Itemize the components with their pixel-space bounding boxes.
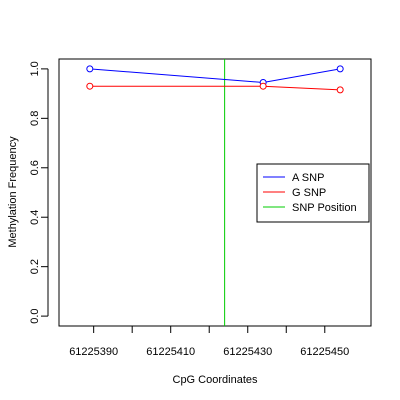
x-axis: 61225390 61225410 61225430 61225450 <box>69 325 349 358</box>
x-axis-title: CpG Coordinates <box>173 374 258 386</box>
legend-label-a-snp: A SNP <box>292 172 324 184</box>
legend: A SNP G SNP SNP Position <box>256 163 370 223</box>
y-tick-label: 0.0 <box>29 308 41 323</box>
legend-label-snp-position: SNP Position <box>292 202 357 214</box>
y-tick-label: 0.8 <box>29 111 41 126</box>
x-tick-label: 61225430 <box>223 346 272 358</box>
y-axis-title: Methylation Frequency <box>7 136 19 248</box>
g-snp-point <box>336 86 344 94</box>
a-snp-point <box>86 65 94 73</box>
g-snp-point <box>259 82 267 90</box>
x-tick-label: 61225410 <box>146 346 195 358</box>
y-tick-label: 0.2 <box>29 259 41 274</box>
legend-label-g-snp: G SNP <box>292 187 326 199</box>
x-tick-label: 61225390 <box>69 346 118 358</box>
legend-box <box>256 163 370 223</box>
y-tick-label: 0.4 <box>29 210 41 225</box>
x-tick-label: 61225450 <box>300 346 349 358</box>
a-snp-point <box>336 65 344 73</box>
y-tick-label: 0.6 <box>29 160 41 175</box>
series-layer <box>86 65 344 94</box>
g-snp-point <box>86 82 94 90</box>
y-tick-label: 1.0 <box>29 61 41 76</box>
g-snp-line <box>89 85 341 91</box>
y-axis: 0.0 0.2 0.4 0.6 0.8 1.0 <box>29 61 49 324</box>
a-snp-line <box>89 68 341 83</box>
